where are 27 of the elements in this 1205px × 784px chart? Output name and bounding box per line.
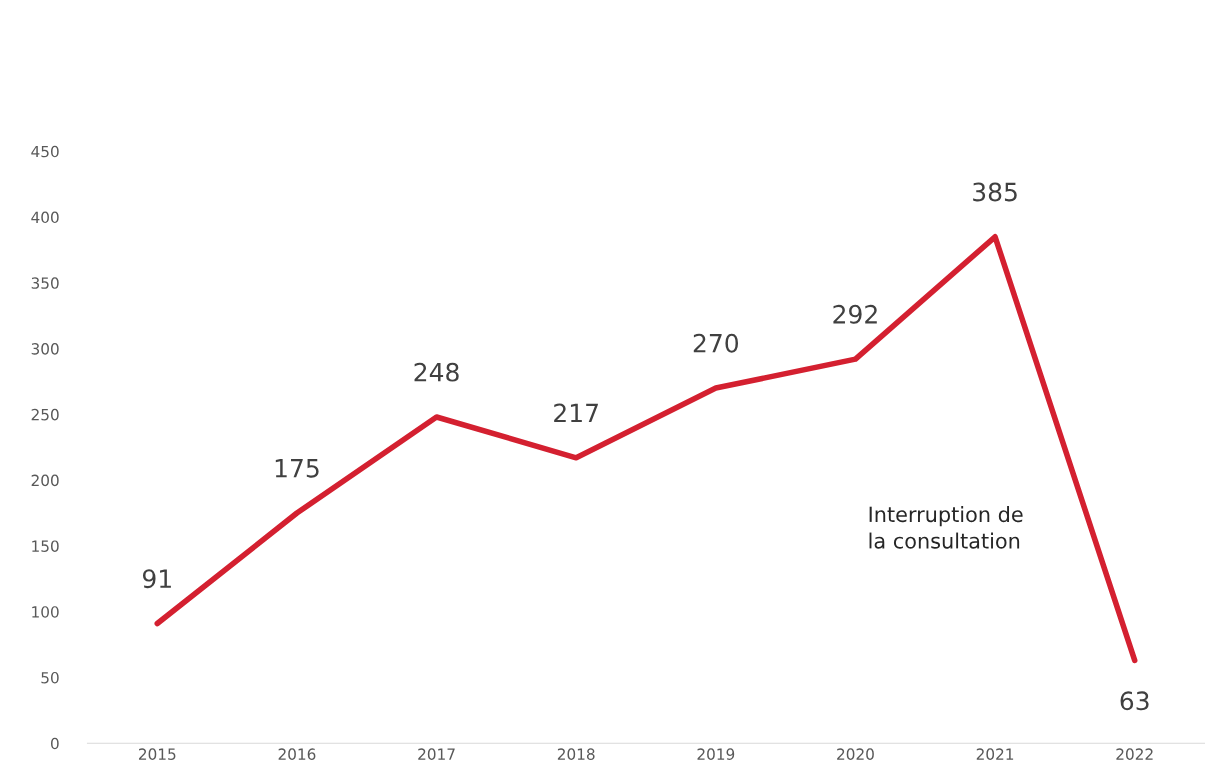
y-tick-label: 250 [31,408,59,421]
x-tick-label: 2017 [418,748,455,760]
x-tick-label: 2015 [138,748,176,760]
x-tick-label: 2019 [697,748,735,760]
data-label: 248 [414,362,459,382]
y-tick-label: 450 [31,145,59,158]
data-label: 385 [973,182,1017,202]
data-label: 270 [693,333,739,353]
y-tick-label: 200 [31,474,59,487]
x-tick-label: 2018 [557,748,595,760]
data-label: 175 [275,459,319,478]
x-tick-label: 2020 [837,748,874,760]
y-tick-label: 100 [32,606,59,618]
x-tick-label: 2022 [1116,748,1153,760]
y-tick-label: 50 [41,671,59,684]
y-tick-label: 300 [31,343,59,355]
data-label: 63 [1120,691,1149,711]
data-label: 217 [554,403,598,423]
y-tick-label: 0 [50,737,59,750]
y-tick-label: 150 [32,540,59,552]
y-tick-label: 400 [31,211,59,224]
x-tick-label: 2021 [976,748,1014,760]
annotation: Interruption de la consultation [869,506,1023,549]
data-label: 292 [833,304,877,324]
data-label: 91 [142,569,171,589]
x-tick-label: 2016 [278,748,316,760]
y-tick-label: 350 [31,277,59,289]
